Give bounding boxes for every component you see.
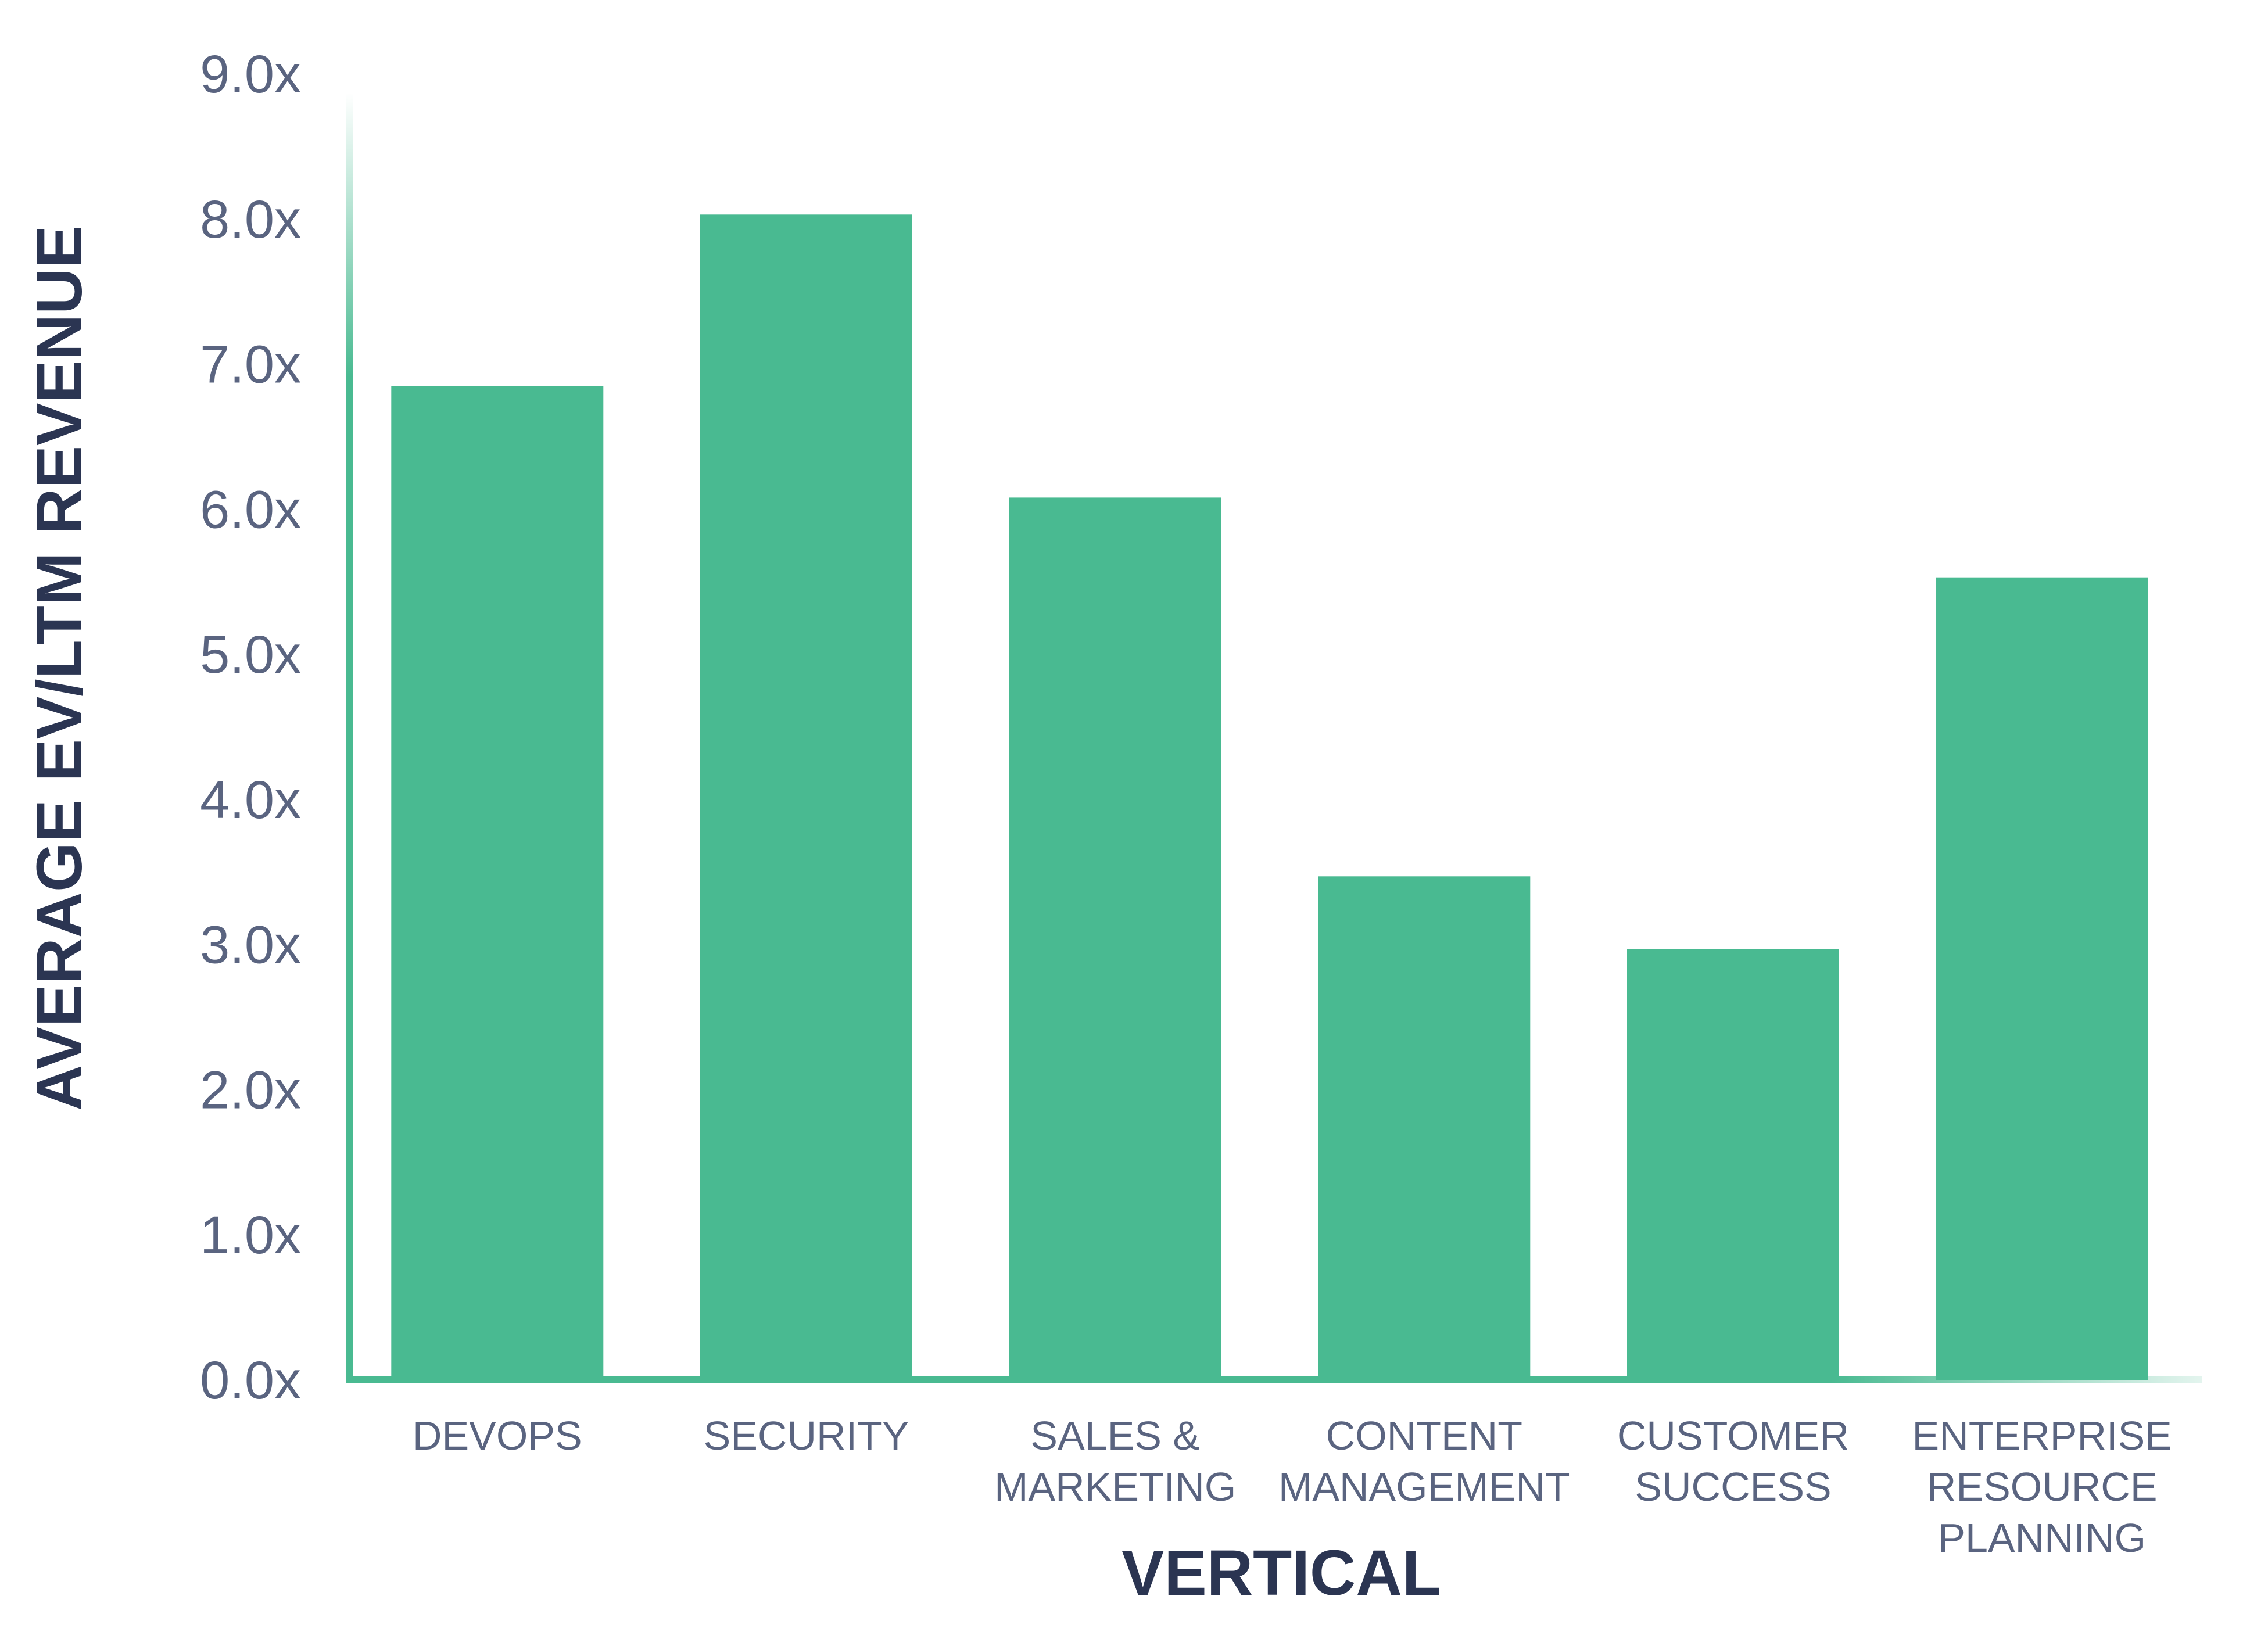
y-tick-label: 5.0x [200, 625, 301, 684]
x-category-label: CUSTOMER SUCCESS [1617, 1413, 1849, 1509]
x-category-label: SECURITY [704, 1413, 909, 1458]
bar-devops [391, 386, 604, 1380]
bar-content-management [1318, 876, 1531, 1380]
y-axis-title: AVERAGE EV/LTM REVENUE [24, 225, 95, 1111]
y-tick-label: 8.0x [200, 190, 301, 249]
bar-sales-marketing [1009, 497, 1221, 1380]
y-tick-label: 1.0x [200, 1206, 301, 1265]
bar-security [700, 214, 912, 1380]
y-tick-label: 2.0x [200, 1060, 301, 1120]
x-category-label: DEVOPS [413, 1413, 582, 1458]
y-tick-label: 4.0x [200, 770, 301, 830]
x-category-label: ENTERPRISE RESOURCE PLANNING [1912, 1413, 2172, 1561]
y-tick-label: 0.0x [200, 1351, 301, 1410]
y-tick-label: 3.0x [200, 916, 301, 975]
y-axis-line [346, 93, 353, 1383]
bar-customer-success [1627, 949, 1839, 1380]
y-tick-label: 9.0x [200, 45, 301, 104]
y-tick-label: 7.0x [200, 335, 301, 395]
x-axis-title: VERTICAL [1122, 1537, 1441, 1609]
bar-enterprise-resource-planning [1936, 577, 2148, 1380]
x-axis-line [346, 1376, 2202, 1383]
y-tick-label: 6.0x [200, 480, 301, 539]
x-category-label: CONTENT MANAGEMENT [1278, 1413, 1570, 1509]
x-category-label: SALES & MARKETING [994, 1413, 1236, 1509]
